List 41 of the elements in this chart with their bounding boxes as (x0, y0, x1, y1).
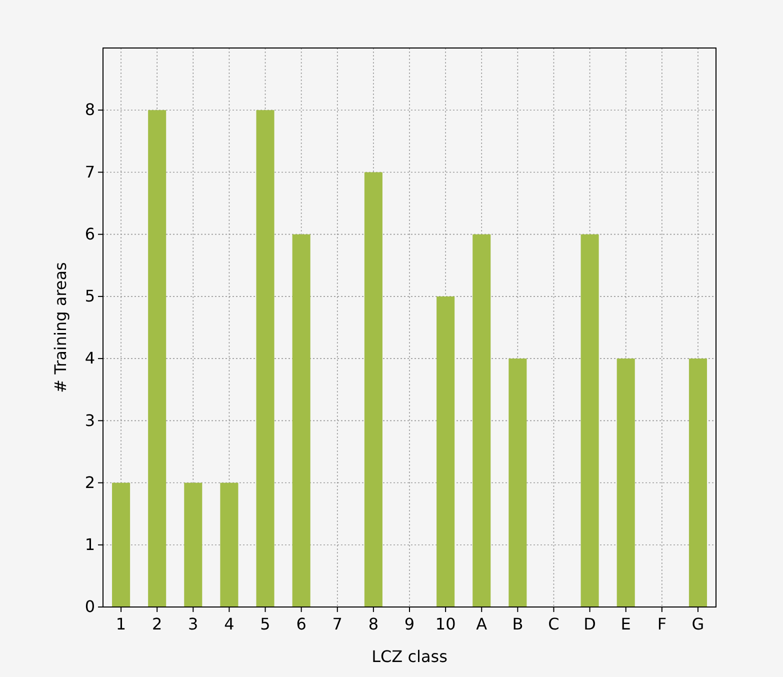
y-tick-label: 4 (84, 348, 95, 368)
bar (256, 110, 274, 607)
x-tick-label: D (584, 614, 596, 634)
bar (688, 358, 707, 607)
y-tick-label: 1 (84, 535, 95, 554)
bar (292, 234, 310, 607)
bar (580, 234, 599, 607)
bar (616, 358, 635, 607)
x-axis-title: LCZ class (372, 647, 448, 666)
bar (184, 482, 202, 607)
x-tick-label: 3 (188, 614, 198, 634)
bar (148, 110, 166, 607)
y-tick-label: 8 (84, 100, 95, 120)
x-tick-label: 10 (435, 614, 456, 634)
y-tick-label: 6 (84, 224, 95, 244)
bar (364, 172, 382, 607)
x-tick-label: 6 (296, 614, 306, 634)
y-tick-label: 7 (84, 162, 95, 182)
x-tick-label: 1 (116, 614, 126, 634)
x-tick-label: B (512, 614, 524, 634)
y-axis-title: # Training areas (51, 262, 70, 393)
x-tick-label: 5 (260, 614, 270, 634)
x-tick-label: A (476, 614, 488, 634)
x-tick-label: E (620, 614, 631, 634)
x-tick-label: 7 (332, 614, 342, 634)
x-tick-label: 9 (404, 614, 415, 634)
bar (508, 358, 527, 607)
y-tick-label: 2 (84, 472, 95, 492)
x-tick-label: 2 (152, 614, 162, 634)
bar (220, 482, 238, 607)
x-tick-label: 8 (368, 614, 379, 634)
y-tick-label: 0 (84, 597, 95, 616)
y-tick-label: 3 (84, 410, 95, 430)
x-tick-label: 4 (224, 614, 234, 634)
x-tick-label: F (657, 614, 667, 634)
x-tick-label: G (692, 614, 704, 634)
bar (472, 234, 491, 607)
bar (112, 482, 130, 607)
y-tick-label: 5 (84, 286, 95, 306)
x-tick-label: C (548, 614, 560, 634)
bar (436, 296, 455, 607)
